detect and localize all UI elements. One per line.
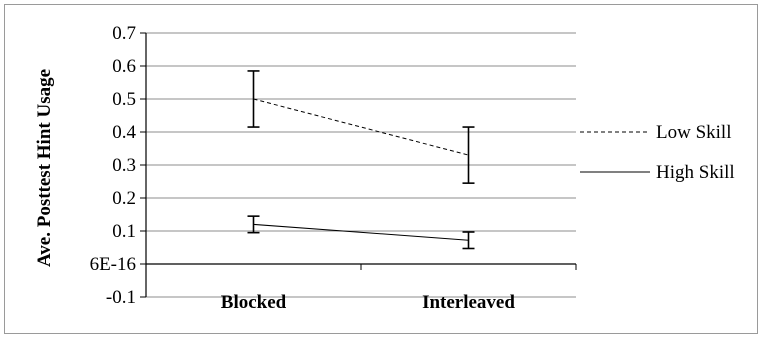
axes — [140, 32, 577, 298]
series-lines — [247, 70, 475, 250]
x-category-labels: Blocked Interleaved — [221, 292, 516, 313]
y-tick-label: 0.1 — [112, 221, 136, 242]
y-tick-label: 0.2 — [112, 188, 136, 209]
y-tick-label: 0.7 — [112, 23, 136, 44]
y-tick-label: 0.6 — [112, 56, 136, 77]
y-tick-label: 0.3 — [112, 155, 136, 176]
y-tick-labels: 0.7 0.6 0.5 0.4 0.3 0.2 0.1 6E-16 -0.1 — [90, 23, 137, 308]
gridlines — [146, 32, 576, 298]
x-category-label: Blocked — [221, 292, 287, 313]
y-tick-label: 6E-16 — [90, 254, 136, 275]
legend-label: High Skill — [656, 162, 735, 183]
y-axis-label: Ave. Posttest Hint Usage — [34, 69, 55, 267]
y-tick-label: 0.4 — [112, 122, 136, 143]
x-category-label: Interleaved — [422, 292, 515, 313]
legend: Low Skill High Skill — [580, 122, 735, 183]
chart-frame — [4, 4, 758, 334]
series-line-low-skill — [253, 98, 469, 156]
y-tick-label: -0.1 — [106, 287, 136, 308]
y-tick-label: 0.5 — [112, 89, 136, 110]
series-line-high-skill — [253, 223, 469, 241]
legend-label: Low Skill — [656, 122, 731, 143]
